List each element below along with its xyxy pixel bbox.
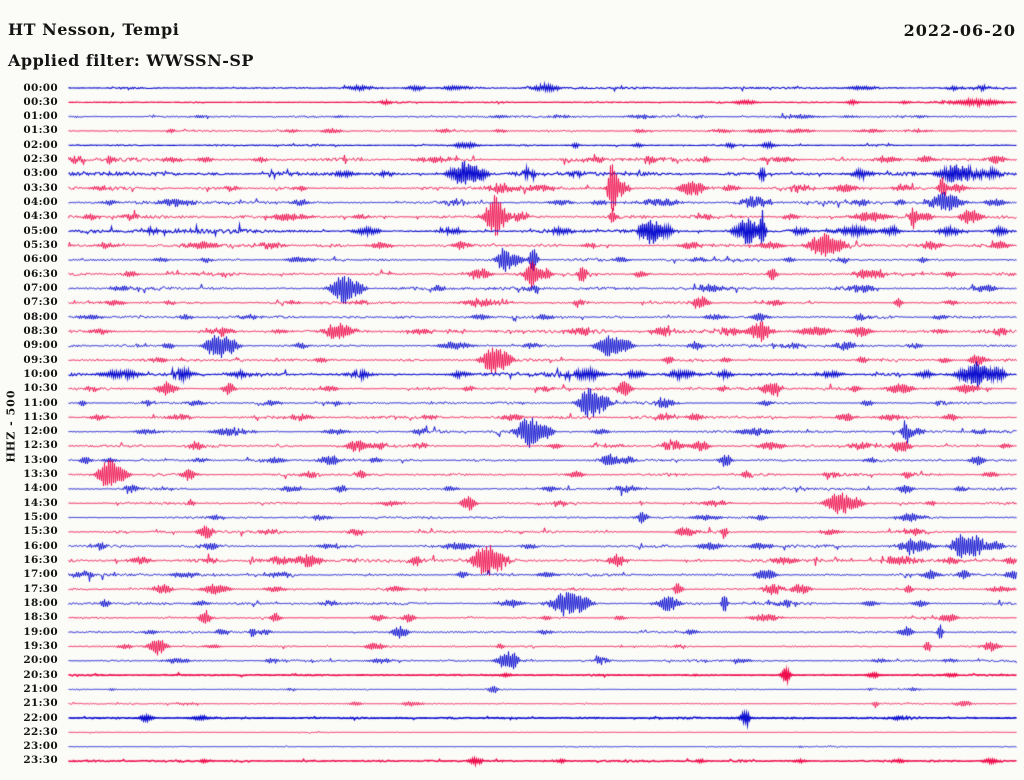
time-label: 13:30 [23,468,58,481]
time-label: 21:30 [23,697,58,710]
time-label: 23:00 [23,740,58,753]
time-label: 20:00 [23,654,58,667]
time-label: 04:00 [23,196,58,209]
time-label: 12:30 [23,439,58,452]
time-label: 03:30 [23,181,58,194]
time-label: 15:30 [23,525,58,538]
time-label: 11:30 [23,410,58,423]
time-label: 09:30 [23,353,58,366]
time-label: 12:00 [23,425,58,438]
time-label: 10:30 [23,382,58,395]
time-label: 06:00 [23,253,58,266]
time-label: 08:00 [23,310,58,323]
time-label: 17:00 [23,568,58,581]
time-label: 10:00 [23,367,58,380]
time-label: 16:00 [23,539,58,552]
station-title: HT Nesson, Tempi [8,20,180,39]
time-label: 23:30 [23,754,58,767]
time-label: 18:00 [23,596,58,609]
time-label: 20:30 [23,668,58,681]
time-label: 01:30 [23,124,58,137]
time-label: 02:00 [23,138,58,151]
time-label: 09:00 [23,339,58,352]
time-label: 05:30 [23,239,58,251]
time-label: 21:00 [23,682,58,695]
time-label: 00:30 [23,95,58,108]
time-label: 22:00 [23,711,58,724]
time-label: 06:30 [23,267,58,280]
applied-filter-label: Applied filter: WWSSN-SP [8,51,254,70]
time-label: 15:00 [23,511,58,524]
time-label: 04:30 [23,210,58,223]
time-label: 03:00 [23,167,58,180]
date-label: 2022-06-20 [903,21,1016,40]
time-label: 14:30 [23,496,58,509]
time-label: 13:00 [23,453,58,466]
time-label: 14:00 [23,482,58,495]
time-label: 00:00 [23,81,58,94]
time-label: 07:30 [23,296,58,309]
time-label: 05:00 [23,224,58,237]
time-label: 01:00 [23,110,58,123]
time-label: 07:00 [23,281,58,294]
time-label: 19:30 [23,639,58,652]
time-label: 11:00 [23,396,58,409]
time-label: 16:30 [23,554,58,567]
time-label: 22:30 [23,725,58,738]
time-label: 02:30 [23,153,58,166]
time-label: 08:30 [23,324,58,337]
time-label: 18:30 [23,611,58,624]
time-label: 17:30 [23,582,58,595]
time-label: 19:00 [23,625,58,638]
